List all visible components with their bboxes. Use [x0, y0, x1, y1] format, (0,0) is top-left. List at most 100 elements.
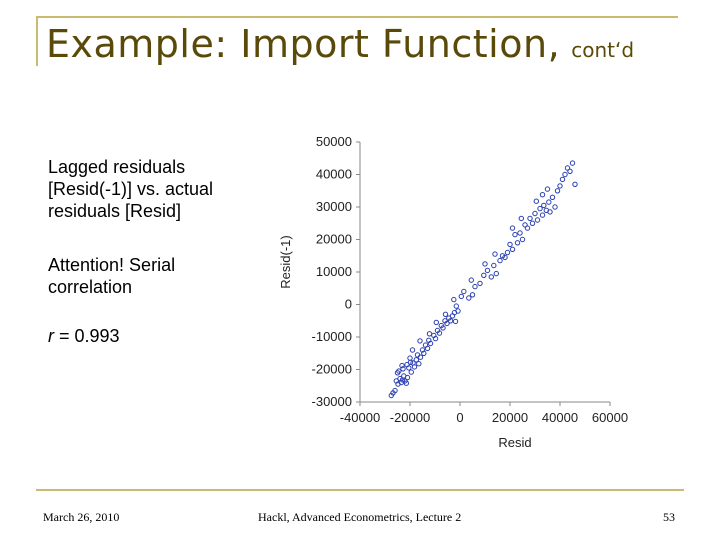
data-point	[455, 308, 461, 314]
title-frame-top	[36, 16, 678, 18]
data-point	[544, 186, 551, 192]
footer-center: Hackl, Advanced Econometrics, Lecture 2	[258, 510, 462, 524]
data-point	[514, 240, 521, 246]
data-point	[411, 364, 418, 370]
y-axis-label: Resid(-1)	[278, 235, 293, 288]
data-point	[461, 288, 467, 295]
data-point	[392, 387, 398, 394]
data-point	[469, 292, 476, 298]
data-point	[567, 168, 573, 174]
data-point	[484, 267, 491, 274]
data-point	[414, 352, 421, 358]
description-text: Lagged residuals [Resid(-1)] vs. actual …	[48, 156, 213, 222]
x-axis-label: Resid	[498, 435, 531, 450]
y-tick-label: -20000	[312, 362, 352, 377]
y-tick-label: -10000	[312, 329, 352, 344]
data-point	[394, 370, 401, 376]
data-point	[417, 354, 424, 360]
data-point	[488, 274, 495, 280]
data-point	[432, 335, 439, 342]
data-point	[424, 345, 431, 352]
x-tick-label: 20000	[492, 410, 528, 425]
scatter-chart: 50000 40000 30000 20000 10000 0 -10000 -20000 -3…	[278, 134, 628, 450]
data-point	[562, 171, 568, 178]
title-frame-left	[36, 16, 38, 66]
data-point	[416, 361, 422, 367]
data-point	[539, 212, 546, 218]
data-point	[559, 176, 566, 183]
data-point	[552, 204, 558, 210]
footer-page-number: 53	[663, 510, 675, 524]
data-point	[518, 215, 525, 222]
y-tick-label: 50000	[316, 134, 352, 149]
data-point	[433, 319, 440, 326]
data-point	[554, 188, 561, 194]
data-point	[504, 249, 511, 256]
slide-title: Example: Import Function, cont‘d	[46, 22, 634, 66]
y-tick-label: -30000	[312, 394, 352, 409]
data-point	[557, 183, 563, 189]
description-line: Lagged residuals	[48, 157, 186, 177]
data-point	[502, 254, 508, 261]
footer-date: March 26, 2010	[43, 510, 120, 524]
data-point	[407, 355, 413, 361]
data-point	[539, 191, 546, 198]
data-point	[419, 347, 426, 353]
data-point	[509, 246, 516, 253]
data-point	[497, 257, 503, 264]
data-point	[442, 311, 449, 318]
description-line: residuals [Resid]	[48, 201, 182, 221]
x-tick-label: -20000	[390, 410, 430, 425]
data-point	[537, 205, 543, 212]
data-point	[458, 293, 465, 300]
data-point	[481, 272, 487, 279]
correlation-text: r = 0.993	[48, 325, 120, 347]
data-point	[421, 350, 427, 357]
data-point	[409, 347, 416, 353]
data-point	[427, 340, 434, 347]
data-point	[399, 362, 405, 369]
slide-title-main: Example: Import Function,	[46, 22, 561, 66]
data-point	[564, 165, 571, 171]
x-tick-label: 0	[456, 410, 463, 425]
data-point	[491, 262, 497, 269]
data-point	[477, 280, 483, 287]
data-point	[517, 230, 523, 236]
data-point	[547, 209, 553, 215]
data-point	[436, 330, 443, 336]
data-point	[482, 261, 488, 267]
data-point	[440, 325, 446, 331]
x-tick-label: -40000	[340, 410, 380, 425]
attention-line: correlation	[48, 277, 133, 297]
data-point	[404, 374, 411, 381]
data-point	[451, 296, 457, 303]
y-tick-label: 30000	[316, 199, 352, 214]
data-point	[492, 251, 498, 257]
data-point	[417, 338, 423, 344]
data-point	[529, 220, 536, 227]
data-point	[541, 202, 547, 209]
description-line: [Resid(-1)] vs. actual	[48, 179, 214, 199]
data-point	[532, 210, 538, 217]
data-point	[534, 217, 541, 223]
y-tick-label: 20000	[316, 232, 352, 247]
attention-text: Attention! Serial correlation	[48, 254, 175, 298]
data-point	[569, 160, 576, 166]
slide-title-suffix: cont‘d	[571, 38, 635, 62]
data-point	[468, 277, 475, 283]
data-point	[403, 380, 410, 386]
x-tick-label: 40000	[542, 410, 578, 425]
data-point	[447, 318, 454, 324]
data-point	[509, 225, 516, 231]
data-point	[512, 231, 518, 238]
correlation-value: = 0.993	[54, 326, 120, 346]
correlation-symbol: r	[48, 326, 54, 346]
data-point	[493, 270, 500, 277]
data-point	[546, 199, 552, 205]
data-point	[444, 320, 450, 327]
data-point	[453, 303, 460, 309]
data-point	[426, 331, 433, 337]
data-point	[400, 366, 406, 372]
data-point	[507, 241, 513, 248]
data-point	[466, 295, 472, 301]
